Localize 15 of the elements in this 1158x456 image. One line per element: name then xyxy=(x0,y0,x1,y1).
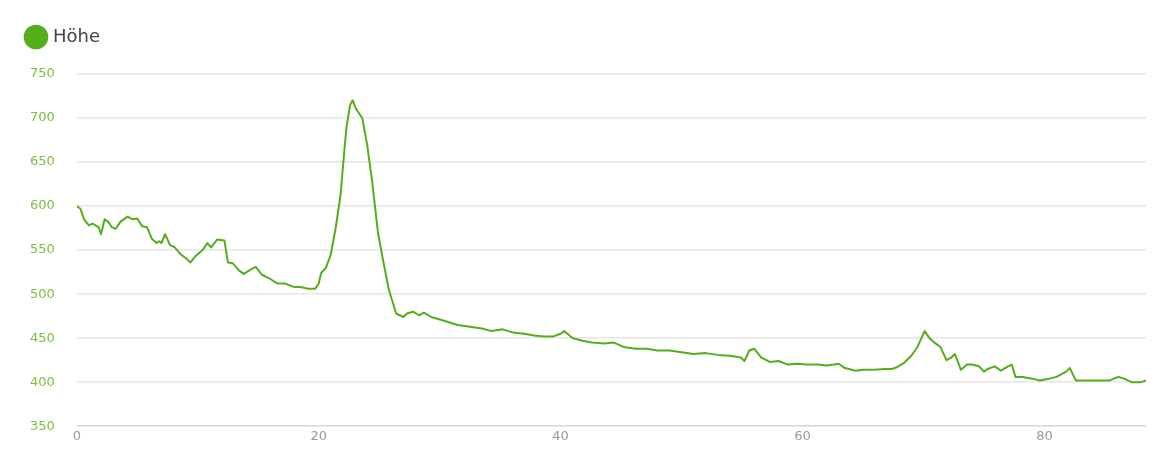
x-tick-label: 0 xyxy=(72,428,81,444)
y-tick-label: 700 xyxy=(29,109,55,125)
y-tick-label: 450 xyxy=(29,329,55,345)
x-tick-label: 60 xyxy=(794,428,811,444)
x-tick-label: 80 xyxy=(1036,428,1053,444)
y-tick-label: 750 xyxy=(29,65,55,81)
y-tick-label: 650 xyxy=(29,153,55,169)
x-tick-label: 40 xyxy=(552,428,569,444)
y-tick-label: 350 xyxy=(29,417,55,433)
y-tick-label: 400 xyxy=(29,373,55,389)
y-tick-label: 550 xyxy=(29,241,55,257)
x-tick-label: 20 xyxy=(310,428,327,444)
legend-label: Höhe xyxy=(53,24,101,46)
y-tick-label: 500 xyxy=(29,285,55,301)
y-tick-label: 600 xyxy=(29,197,55,213)
